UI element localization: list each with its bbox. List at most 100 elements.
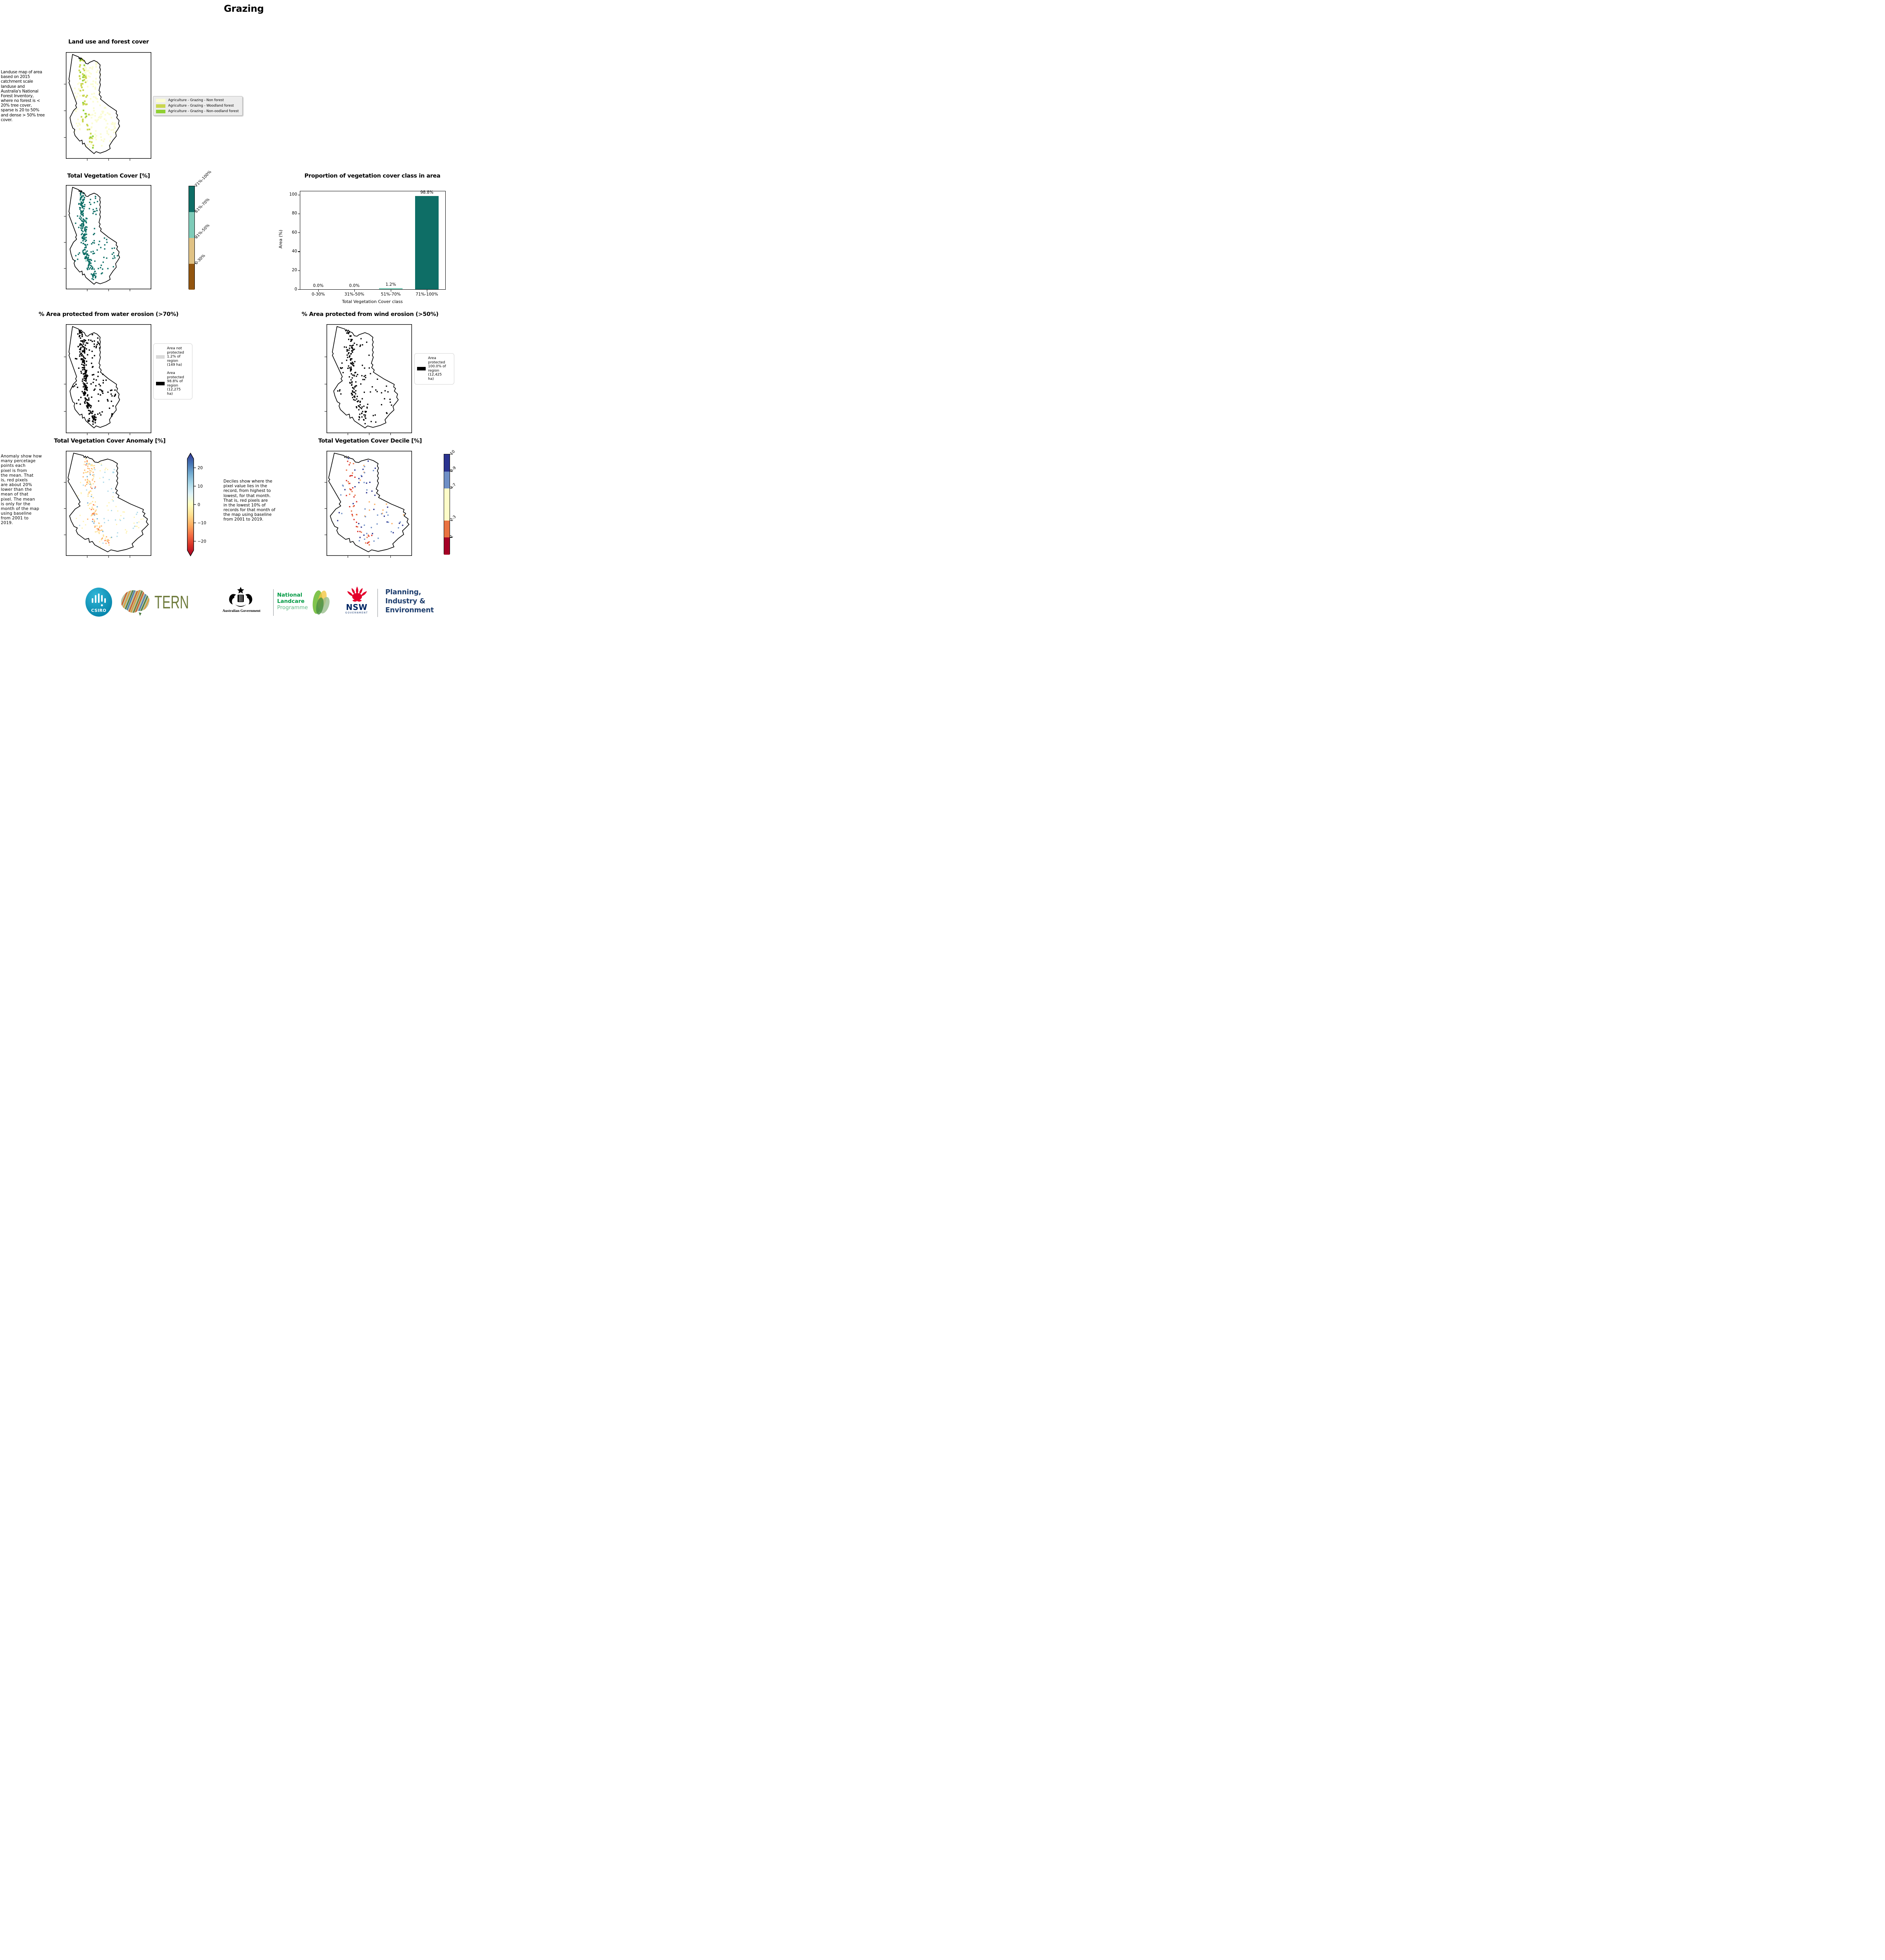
chart-title: Proportion of vegetation cover class in … xyxy=(304,173,441,179)
colorbar-label: 1 xyxy=(449,534,454,539)
tern-tasmania-icon xyxy=(139,612,142,616)
colorbar-segment-1 xyxy=(444,537,450,555)
csiro-waveform-icon xyxy=(92,593,106,606)
bar-value-label: 98.8% xyxy=(420,190,434,195)
nsw-waratah-icon xyxy=(347,586,367,602)
legend-label: Area not protected 1.2% of region (149 h… xyxy=(167,347,184,367)
footer-logos: CSIRO TERN xyxy=(0,584,471,623)
australian-government-crest-icon xyxy=(229,587,252,607)
legend-label: Area protected 100.0% of region (12,425 … xyxy=(428,356,446,381)
legend-item: Agriculture - Grazing - Non-oodland fore… xyxy=(156,109,239,113)
chart-plot-area: 0 20 40 60 80 100 0.0% 0-30% 0.0% 31%-50% 1.2% 51%-… xyxy=(289,190,446,297)
colorbar-label: 31%-50% xyxy=(194,223,211,240)
landcare-leaves-icon xyxy=(312,590,330,615)
colorbar-label: 0-30% xyxy=(194,253,207,266)
australian-government-label: Australian Government xyxy=(222,609,261,613)
proportion-chart: Proportion of vegetation cover class in … xyxy=(274,172,463,307)
wind-erosion-title: % Area protected from wind erosion (>50%… xyxy=(301,311,439,318)
pie-line: Environment xyxy=(385,606,434,614)
chart-xtick: 51%-70% xyxy=(381,292,401,297)
national-landcare-logo: National Landcare Programme xyxy=(277,592,308,611)
chart-xtick: 0-30% xyxy=(312,292,325,297)
wind-erosion-map xyxy=(325,324,412,435)
page-title: Grazing xyxy=(223,3,264,14)
planning-industry-environment-logo: Planning, Industry & Environment xyxy=(385,588,434,615)
water-erosion-legend: Area not protected 1.2% of region (149 h… xyxy=(153,343,192,399)
bar-51%-70% xyxy=(379,288,403,289)
colorbar-segment-31%-50% xyxy=(189,238,194,264)
chart-ytick: 100 xyxy=(289,192,297,197)
tern-australia-icon xyxy=(121,590,150,613)
veg-cover-map xyxy=(64,185,152,291)
pie-line: Industry & xyxy=(385,597,426,605)
svg-text:10: 10 xyxy=(198,484,203,489)
legend-swatch-woodland xyxy=(156,104,165,108)
legend-item: Agriculture - Grazing - Woodland forest xyxy=(156,104,239,108)
landuse-title: Land use and forest cover xyxy=(68,39,149,45)
csiro-label: CSIRO xyxy=(91,608,107,613)
colorbar-segment-4-7 xyxy=(444,488,450,521)
legend-item: Area not protected 1.2% of region (149 h… xyxy=(156,347,190,367)
decile-title: Total Vegetation Cover Decile [%] xyxy=(318,438,422,444)
anomaly-map xyxy=(64,450,152,558)
legend-label: Agriculture - Grazing - Woodland forest xyxy=(168,104,234,108)
legend-swatch-protected xyxy=(156,382,165,386)
report-page: Grazing Land use and forest cover Landus… xyxy=(0,0,471,626)
colorbar-segment-2-3 xyxy=(444,520,450,538)
colorbar-segment-10 xyxy=(444,454,450,472)
nsw-government-label: GOVERNMENT xyxy=(345,612,368,614)
svg-text:−20: −20 xyxy=(198,539,206,544)
nlp-line: Programme xyxy=(277,604,308,611)
chart-ytick: 20 xyxy=(292,268,297,273)
anomaly-title: Total Vegetation Cover Anomaly [%] xyxy=(54,438,166,444)
colorbar-label: 51%-70% xyxy=(194,197,211,214)
chart-ytick: 40 xyxy=(292,249,297,254)
colorbar-label: 8-9 xyxy=(449,465,457,473)
colorbar-segment-8-9 xyxy=(444,471,450,489)
water-erosion-map xyxy=(64,324,152,435)
colorbar-label: 10 xyxy=(449,449,456,456)
tern-logo: TERN xyxy=(121,590,189,616)
colorbar-segment-71%-100% xyxy=(189,186,194,212)
chart-xlabel: Total Vegetation Cover class xyxy=(342,299,403,304)
footer-divider xyxy=(377,589,378,617)
anomaly-colorbar: 20 10 0 −10 −20 xyxy=(187,452,211,557)
chart-ylabel: Area (%) xyxy=(278,230,283,249)
colorbar-segment-51%-70% xyxy=(189,212,194,238)
chart-ytick: 0 xyxy=(294,287,297,292)
chart-xtick: 71%-100% xyxy=(415,292,438,297)
chart-xtick: 31%-50% xyxy=(344,292,365,297)
nlp-line: National xyxy=(277,592,303,598)
legend-swatch-nonforest xyxy=(156,98,165,102)
decile-map xyxy=(325,450,412,558)
bar-71%-100% xyxy=(415,196,439,289)
footer-divider xyxy=(273,589,274,616)
svg-text:−10: −10 xyxy=(198,521,206,526)
pie-line: Planning, xyxy=(385,588,421,596)
veg-cover-title: Total Vegetation Cover [%] xyxy=(67,173,150,179)
chart-ytick: 80 xyxy=(292,211,297,216)
colorbar-label: 2-3 xyxy=(449,514,457,523)
svg-text:20: 20 xyxy=(198,466,203,470)
nsw-label: NSW xyxy=(346,603,368,612)
legend-label: Agriculture - Grazing - Non forest xyxy=(168,98,224,102)
bar-value-label: 0.0% xyxy=(313,283,324,288)
decile-colorbar: 10 8-9 4-7 2-3 1 xyxy=(444,450,457,555)
legend-label: Area protected 98.8% of region (12,275 h… xyxy=(167,371,184,396)
legend-item: Agriculture - Grazing - Non forest xyxy=(156,98,239,102)
veg-cover-colorbar: 71%-100% 51%-70% 31%-50% 0-30% xyxy=(189,170,212,290)
wind-erosion-legend: Area protected 100.0% of region (12,425 … xyxy=(414,353,454,385)
legend-swatch-protected xyxy=(417,367,426,371)
landuse-map xyxy=(64,52,152,161)
colorbar-label: 71%-100% xyxy=(194,170,212,188)
bar-value-label: 1.2% xyxy=(385,282,396,287)
svg-text:0: 0 xyxy=(198,503,200,507)
colorbar-segment-0-30% xyxy=(189,264,194,290)
anomaly-note: Anomaly show how many percetage points e… xyxy=(1,454,42,526)
legend-swatch-not-protected xyxy=(156,355,165,359)
colorbar-label: 4-7 xyxy=(449,482,457,490)
landuse-note: Landuse map of area based on 2015 catchm… xyxy=(1,70,45,122)
bar-value-label: 0.0% xyxy=(349,283,360,288)
tern-label: TERN xyxy=(154,592,189,612)
legend-swatch-nonwoodland xyxy=(156,109,165,113)
